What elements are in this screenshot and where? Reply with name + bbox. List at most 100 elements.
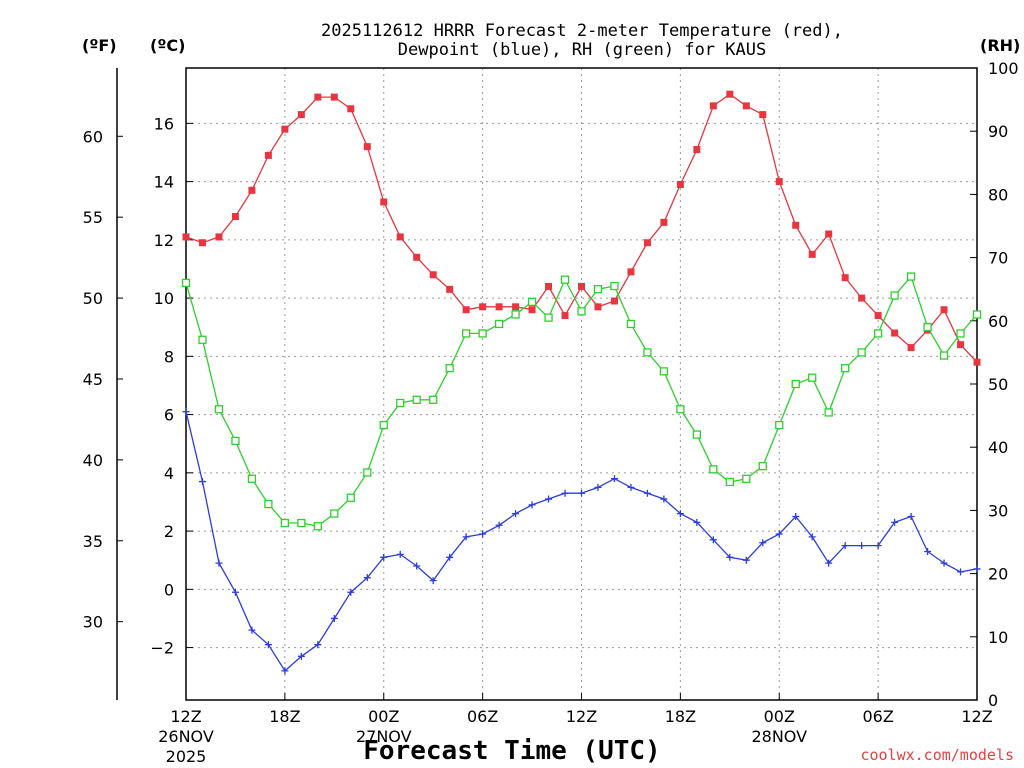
- dewpoint-marker: [660, 495, 668, 503]
- rh-marker: [610, 281, 619, 291]
- rh-tick-label: 80: [988, 185, 1008, 204]
- rh-marker: [742, 474, 751, 483]
- dewpoint-marker: [248, 626, 256, 634]
- x-tick-label: 12Z: [566, 707, 597, 726]
- temperature-marker: [396, 233, 404, 241]
- temperature-marker: [808, 250, 816, 258]
- dewpoint-marker: [215, 559, 223, 567]
- temperature-marker: [215, 233, 223, 241]
- temperature-marker: [528, 306, 536, 314]
- credit-text: coolwx.com/models: [860, 746, 1014, 764]
- dewpoint-marker: [446, 553, 454, 561]
- temperature-marker: [248, 186, 256, 194]
- c-tick-label: 12: [154, 231, 174, 250]
- dewpoint-marker: [610, 475, 618, 483]
- dewpoint-marker: [973, 565, 981, 573]
- temperature-marker: [792, 221, 800, 229]
- chart-title-line2: Dewpoint (blue), RH (green) for KAUS: [398, 40, 766, 60]
- rh-marker: [511, 310, 520, 319]
- temperature-marker: [775, 178, 783, 186]
- temperature-marker: [825, 230, 833, 238]
- unit-fahrenheit-label: (ºF): [82, 36, 117, 55]
- x-tick-label: 06Z: [862, 707, 893, 726]
- temperature-marker: [610, 297, 618, 305]
- rh-marker: [972, 310, 982, 319]
- temperature-marker: [957, 341, 965, 349]
- temperature-marker: [462, 306, 470, 314]
- rh-marker: [676, 405, 685, 414]
- dewpoint-marker: [643, 489, 651, 497]
- dewpoint-marker: [841, 542, 849, 550]
- unit-celsius-label: (ºC): [150, 36, 185, 55]
- rh-marker: [560, 275, 570, 284]
- rh-marker: [214, 405, 224, 414]
- temperature-marker: [314, 93, 322, 101]
- rh-marker: [445, 364, 454, 373]
- temperature-marker: [709, 102, 717, 110]
- rh-marker: [659, 367, 669, 376]
- celsius-axis-ticks: −2 0 2 4 6 8 10 12 14 16: [150, 114, 193, 658]
- c-tick-label: 14: [154, 173, 174, 192]
- temperature-marker: [578, 282, 585, 290]
- rh-marker: [939, 351, 949, 360]
- temperature-marker: [297, 111, 305, 119]
- c-tick-label: 6: [164, 406, 174, 425]
- dewpoint-marker: [957, 568, 965, 576]
- dewpoint-marker: [759, 539, 767, 547]
- dewpoint-marker: [264, 641, 272, 649]
- x-tick-label: 18Z: [665, 707, 696, 726]
- rh-tick-label: 50: [988, 375, 1008, 394]
- temperature-marker: [907, 344, 915, 352]
- x-tick-label: 12Z: [961, 707, 992, 726]
- x-axis-label: Forecast Time (UTC): [363, 736, 660, 766]
- x-tick-label: 00Z: [764, 707, 795, 726]
- dewpoint-marker: [825, 559, 833, 567]
- dewpoint-marker: [281, 667, 289, 675]
- dewpoint-marker: [874, 542, 882, 550]
- temperature-marker: [693, 146, 701, 154]
- dewpoint-marker: [627, 483, 635, 491]
- rh-marker: [461, 329, 471, 338]
- temperature-marker: [874, 312, 882, 320]
- rh-marker: [692, 430, 702, 439]
- x-tick-label: 00Z: [368, 707, 399, 726]
- rh-tick-label: 0: [988, 691, 998, 710]
- rh-marker: [396, 398, 405, 408]
- data-series: [181, 90, 982, 675]
- temperature-marker: [182, 233, 190, 241]
- dewpoint-marker: [182, 408, 190, 416]
- c-tick-label: 0: [164, 580, 174, 599]
- dewpoint-marker: [907, 513, 915, 521]
- temperature-marker: [726, 90, 734, 98]
- f-tick-label: 40: [83, 451, 103, 470]
- rh-marker: [478, 329, 487, 338]
- rh-marker: [363, 468, 372, 477]
- c-tick-label: 2: [164, 522, 174, 541]
- dewpoint-marker: [924, 547, 932, 555]
- c-tick-label: 8: [164, 347, 174, 366]
- rh-marker: [247, 474, 257, 483]
- temperature-marker: [545, 282, 553, 290]
- rh-marker: [297, 518, 306, 528]
- dewpoint-marker: [676, 510, 684, 518]
- dewpoint-marker: [396, 550, 404, 558]
- dewpoint-marker: [578, 489, 585, 497]
- temperature-marker: [841, 274, 849, 282]
- rh-marker: [906, 272, 916, 281]
- dewpoint-marker: [940, 559, 948, 567]
- dewpoint-marker: [594, 483, 602, 491]
- rh-tick-label: 30: [988, 501, 1008, 520]
- dewpoint-marker: [545, 495, 553, 503]
- temperature-marker: [446, 285, 454, 293]
- rh-marker: [379, 420, 388, 430]
- x-tick-date: 28NOV: [751, 727, 807, 746]
- dewpoint-marker: [363, 574, 371, 582]
- rh-marker: [808, 373, 817, 382]
- temperature-marker: [561, 312, 569, 320]
- rh-marker: [725, 477, 734, 487]
- dewpoint-marker: [479, 530, 487, 538]
- x-tick-label: 18Z: [269, 707, 300, 726]
- x-tick-year: 2025: [166, 747, 207, 766]
- rh-axis-ticks: 0 10 20 30 40 50 60 70 80 90 100: [970, 59, 1019, 710]
- f-tick-label: 30: [83, 613, 103, 632]
